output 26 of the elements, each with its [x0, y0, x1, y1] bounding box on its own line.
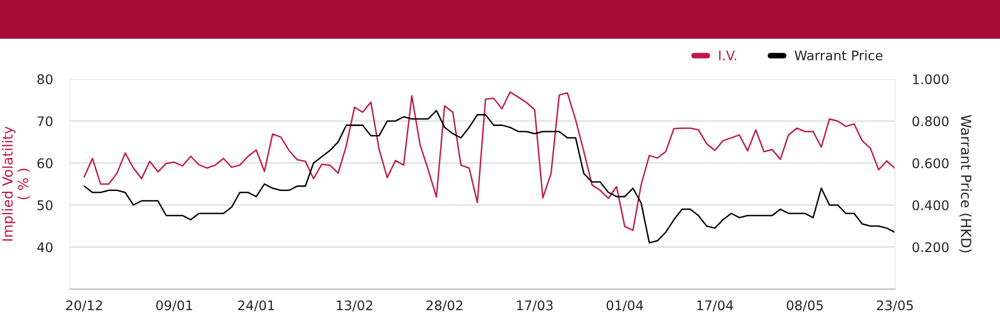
x-tick-label: 17/04 [697, 300, 734, 312]
legend-label: Warrant Price [794, 50, 882, 60]
x-tick-label: 28/02 [426, 300, 462, 312]
y2-tick-label: 0.600 [912, 158, 949, 168]
y-tick-label: 50 [38, 200, 52, 210]
y2-tick-label: 0.800 [912, 116, 949, 126]
y-axis-title: Implied Volatility ( % ) [2, 126, 30, 241]
x-tick-label: 01/04 [606, 300, 644, 312]
line-series [84, 91, 895, 231]
y2-axis-title: Warrant Price (HKD) [959, 114, 972, 252]
y2-tick-label: 0.200 [912, 242, 949, 252]
y-tick-label: 60 [37, 158, 52, 168]
y-tick-label: 40 [37, 242, 52, 252]
y2-tick-label: 0.400 [912, 200, 949, 210]
line-series [84, 110, 895, 244]
y-tick-label: 80 [37, 74, 52, 84]
x-tick-label: 24/01 [238, 300, 274, 312]
x-tick-label: 20/12 [66, 300, 102, 312]
x-tick-label: 23/05 [876, 300, 913, 312]
x-tick-label: 08/05 [786, 300, 823, 312]
legend-label: I.V. [719, 50, 736, 60]
x-tick-label: 09/01 [156, 300, 192, 312]
x-tick-label: 13/02 [336, 300, 372, 312]
y2-tick-label: 1.000 [913, 74, 949, 84]
y-tick-label: 70 [38, 116, 52, 126]
x-tick-label: 17/03 [517, 300, 553, 312]
